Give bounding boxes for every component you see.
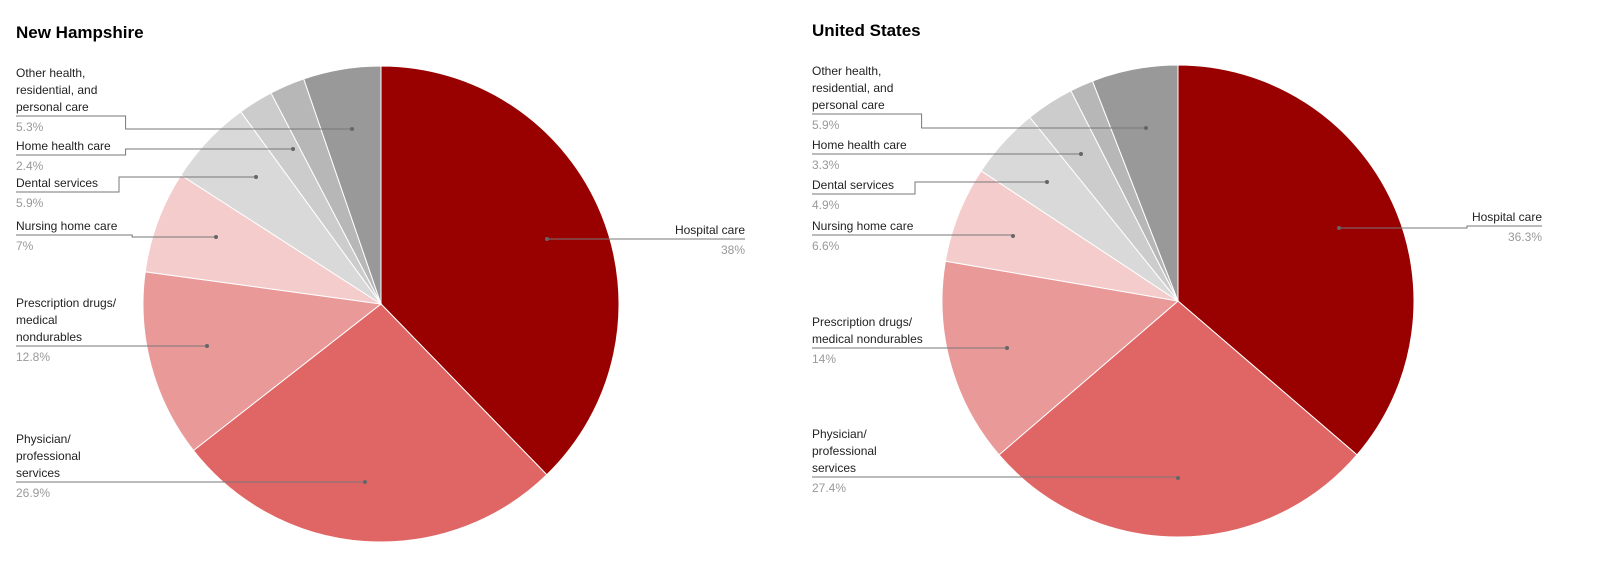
chart-title: United States [812,21,921,40]
slice-label-name: Dental services [812,178,894,192]
slice-label-value: 4.9% [812,198,840,212]
slice-label-name: Hospital care [675,223,745,237]
leader-dot [205,344,209,348]
slice-label-prescription-drugs-medical-nondurables: Prescription drugs/medical nondurables 14… [812,315,1009,366]
slice-label-value: 5.9% [812,118,840,132]
slice-label-value: 7% [16,239,34,253]
leader-dot [1045,180,1049,184]
slice-label-name: Nursing home care [812,219,914,233]
slice-label-hospital-care: Hospital care 36.3% [1337,210,1542,244]
leader-line [812,113,1146,129]
leader-dot [1005,346,1009,350]
pie-slice-other-health-residential-and-personal-care [1091,64,1179,302]
slice-label-nursing-home-care: Nursing home care 6.6% [812,219,1015,253]
leader-dot [214,235,218,239]
slice-label-physician-professional-services: Physician/professional services 27.4% [812,427,1180,495]
leader-line [16,148,293,156]
leader-line [16,234,216,238]
pie-slice-physician-professional-services [998,300,1358,538]
pie-chart-united-states: United States Hospital care 36.3% Physician… [812,21,1542,538]
pie-slice-other-health-residential-and-personal-care [303,65,382,305]
leader-dot [254,175,258,179]
slice-label-other-health-residential-and-personal-care: Other health, residential, and personal ca… [16,66,354,134]
slice-label-value: 38% [721,243,745,257]
slice-label-home-health-care: Home health care 2.4% [16,139,295,173]
slice-label-nursing-home-care: Nursing home care 7% [16,219,218,253]
leader-dot [350,127,354,131]
slice-label-value: 14% [812,352,836,366]
slice-label-name: Home health care [812,138,907,152]
slice-label-name: Physician/professional services [16,432,81,480]
slice-label-value: 26.9% [16,486,50,500]
slice-label-other-health-residential-and-personal-care: Other health, residential, and personal ca… [812,64,1148,132]
pie-slice-prescription-drugs-medical-nondurables [941,260,1180,456]
leader-dot [545,237,549,241]
leader-dot [1144,126,1148,130]
pie-chart-new-hampshire: New Hampshire Hospital care 38% Physician/p… [16,23,745,543]
slice-label-value: 12.8% [16,350,50,364]
slice-label-prescription-drugs-medical-nondurables: Prescription drugs/medical nondurables 12.… [16,296,209,364]
slice-label-value: 36.3% [1508,230,1542,244]
slice-label-name: Prescription drugs/medical nondurables [812,315,923,346]
pie-slice-hospital-care [1177,64,1415,456]
slice-label-physician-professional-services: Physician/professional services 26.9% [16,432,367,500]
leader-line [812,181,1047,195]
slice-label-name: Other health, residential, and personal ca… [812,64,893,112]
slice-label-name: Home health care [16,139,111,153]
slice-label-name: Nursing home care [16,219,118,233]
slice-label-value: 3.3% [812,158,840,172]
slice-label-name: Prescription drugs/medical nondurables [16,296,117,344]
leader-dot [1079,152,1083,156]
slice-label-home-health-care: Home health care 3.3% [812,138,1083,172]
leader-dot [291,147,295,151]
slice-label-name: Other health, residential, and personal ca… [16,66,97,114]
slice-label-dental-services: Dental services 4.9% [812,178,1049,212]
leader-dot [1011,234,1015,238]
slice-label-value: 5.3% [16,120,44,134]
slice-label-name: Hospital care [1472,210,1542,224]
slice-label-value: 2.4% [16,159,44,173]
chart-title: New Hampshire [16,23,144,42]
pie-slice-hospital-care [380,65,620,476]
leader-dot [363,480,367,484]
leader-line [16,115,352,130]
slice-label-value: 27.4% [812,481,846,495]
leader-line [1339,225,1542,229]
slice-label-hospital-care: Hospital care 38% [545,223,745,257]
slice-label-name: Dental services [16,176,98,190]
leader-dot [1337,226,1341,230]
leader-dot [1176,476,1180,480]
leader-line [16,176,256,193]
slice-label-dental-services: Dental services 5.9% [16,175,258,210]
pie-slice-prescription-drugs-medical-nondurables [142,271,383,452]
slice-label-name: Physician/professional services [812,427,877,475]
slice-label-value: 5.9% [16,196,44,210]
slice-label-value: 6.6% [812,239,840,253]
